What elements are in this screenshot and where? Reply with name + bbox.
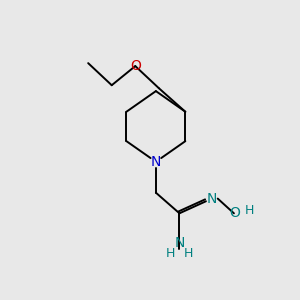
Text: N: N [207, 192, 217, 206]
Text: H: H [184, 248, 194, 260]
Text: H: H [244, 204, 254, 217]
Text: N: N [174, 236, 184, 250]
Text: N: N [151, 155, 161, 169]
Text: O: O [229, 206, 240, 220]
Text: O: O [130, 59, 141, 73]
Text: H: H [165, 248, 175, 260]
